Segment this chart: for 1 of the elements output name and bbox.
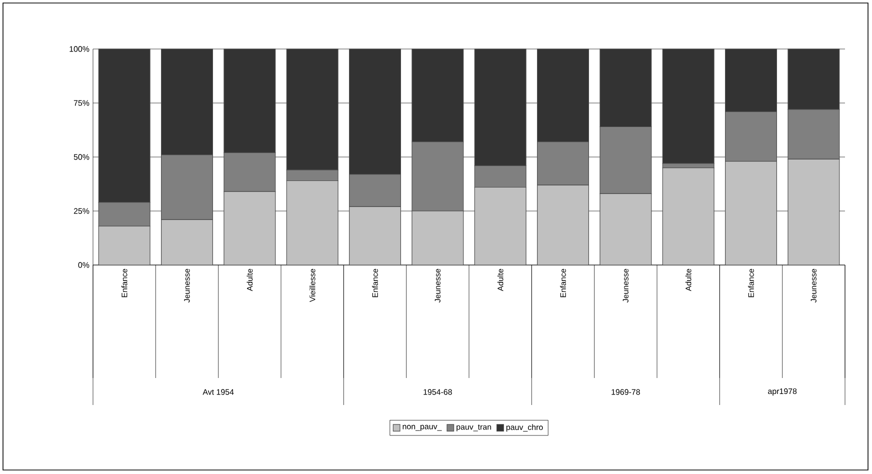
bar <box>662 48 714 164</box>
